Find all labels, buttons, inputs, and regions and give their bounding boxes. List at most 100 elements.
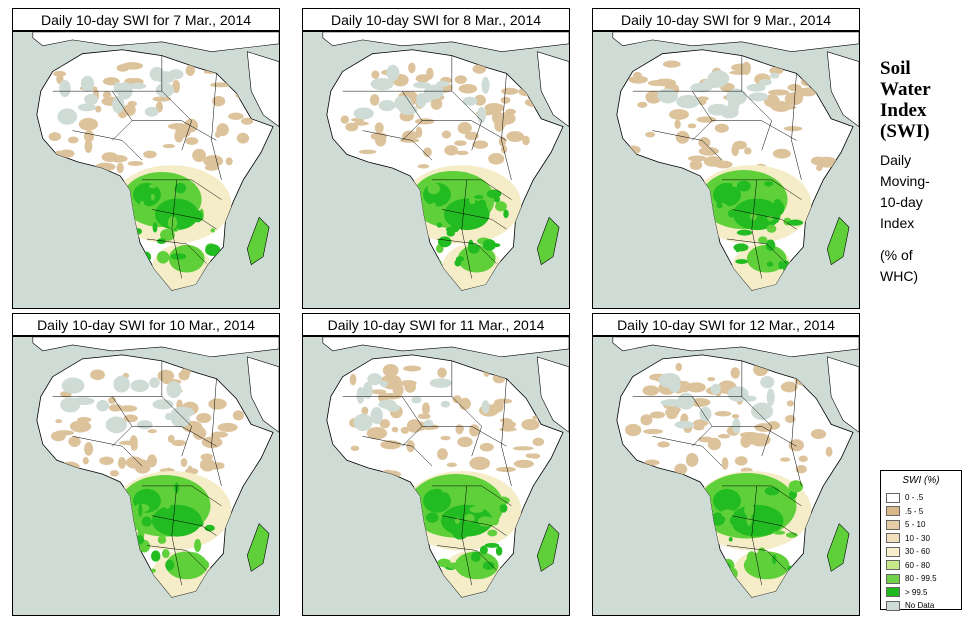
wet-patch	[135, 570, 146, 580]
dry-patch	[381, 393, 402, 400]
dry-patch	[519, 89, 529, 96]
wet-patch	[163, 496, 172, 509]
no-data-patch	[657, 89, 671, 102]
dry-patch	[674, 463, 688, 475]
dry-patch	[707, 437, 722, 451]
wet-patch	[210, 228, 216, 233]
legend-item: .5 - 5	[886, 505, 956, 519]
very-wet-zone	[133, 182, 161, 207]
wet-patch	[445, 226, 460, 233]
dry-patch	[472, 140, 489, 149]
country-border	[402, 90, 482, 151]
desc-line: Index	[880, 215, 915, 231]
dry-patch	[654, 78, 677, 87]
dry-patch	[67, 136, 79, 144]
dry-patch	[513, 459, 534, 469]
wet-patch	[785, 532, 798, 538]
no-data-patch	[370, 77, 394, 91]
dry-patch	[127, 161, 144, 167]
africa-map	[592, 31, 860, 309]
dry-patch	[784, 415, 796, 423]
dry-patch	[812, 384, 829, 390]
no-data-patch	[702, 77, 727, 88]
wet-patch	[437, 558, 451, 568]
dry-patch	[754, 423, 775, 432]
country-border	[52, 396, 133, 447]
legend-title: SWI (%)	[902, 475, 940, 486]
legend-swatch	[886, 573, 900, 584]
no-data-patch	[760, 375, 775, 389]
dry-patch	[640, 101, 647, 108]
wet-patch	[778, 260, 784, 270]
no-data-patch	[394, 95, 412, 111]
africa-map-svg	[32, 32, 279, 291]
dry-patch	[211, 462, 225, 470]
dry-patch	[203, 69, 217, 74]
dry-patch	[228, 112, 244, 120]
dry-patch	[118, 405, 138, 412]
wet-patch	[139, 200, 145, 209]
dry-patch	[521, 419, 540, 431]
country-border	[132, 120, 217, 141]
wet-patch	[764, 180, 774, 187]
no-data-patch	[370, 406, 383, 425]
no-data-patch	[727, 386, 749, 402]
europe-landmass	[322, 337, 569, 358]
dry-patch	[772, 148, 791, 159]
dry-patch	[501, 145, 508, 154]
wet-patch	[165, 559, 175, 571]
no-data-patch	[429, 378, 452, 388]
dry-patch	[452, 395, 462, 404]
dry-patch	[55, 430, 75, 436]
no-data-patch	[144, 106, 159, 117]
dry-patch	[379, 418, 391, 429]
dry-patch	[67, 162, 83, 167]
africa-map	[302, 336, 570, 616]
dry-patch	[45, 471, 63, 476]
dry-patch	[675, 362, 683, 372]
dry-patch	[714, 160, 733, 169]
dry-patch	[178, 370, 190, 381]
dry-patch	[469, 424, 480, 437]
dry-patch	[501, 87, 519, 95]
country-border	[151, 515, 217, 536]
dry-patch	[68, 436, 81, 447]
country-border	[501, 73, 512, 180]
dry-patch	[798, 455, 808, 463]
country-border	[171, 179, 182, 279]
africa-map	[302, 31, 570, 309]
wet-patch	[452, 527, 468, 540]
no-data-patch	[77, 103, 97, 112]
dry-patch	[83, 130, 94, 143]
country-border	[211, 73, 222, 180]
dry-patch	[204, 164, 219, 171]
dry-patch	[674, 119, 681, 130]
dry-patch	[785, 59, 802, 68]
dry-patch	[805, 75, 826, 82]
dry-patch	[48, 132, 62, 142]
dry-patch	[50, 365, 67, 370]
dry-patch	[454, 140, 467, 146]
legend-label: 10 - 30	[905, 533, 930, 543]
dry-patch	[455, 150, 469, 156]
no-data-patch	[61, 377, 85, 394]
dry-patch	[798, 87, 817, 97]
dry-patch	[199, 458, 216, 472]
dry-patch	[687, 155, 707, 162]
no-data-patch	[362, 381, 373, 399]
dry-patch	[54, 157, 67, 170]
dry-patch	[203, 155, 224, 168]
dry-patch	[458, 84, 478, 94]
dry-patch	[371, 70, 380, 79]
dry-patch	[479, 442, 494, 452]
wet-patch	[455, 256, 465, 262]
country-border	[72, 130, 143, 161]
wet-patch	[178, 520, 189, 530]
no-data-patch	[699, 406, 712, 422]
no-data-patch	[113, 81, 123, 94]
wet-patch	[721, 509, 735, 518]
no-data-patch	[707, 103, 729, 116]
legend-label: 5 - 10	[905, 520, 926, 530]
dry-patch	[717, 433, 731, 439]
dry-patch	[780, 381, 798, 393]
